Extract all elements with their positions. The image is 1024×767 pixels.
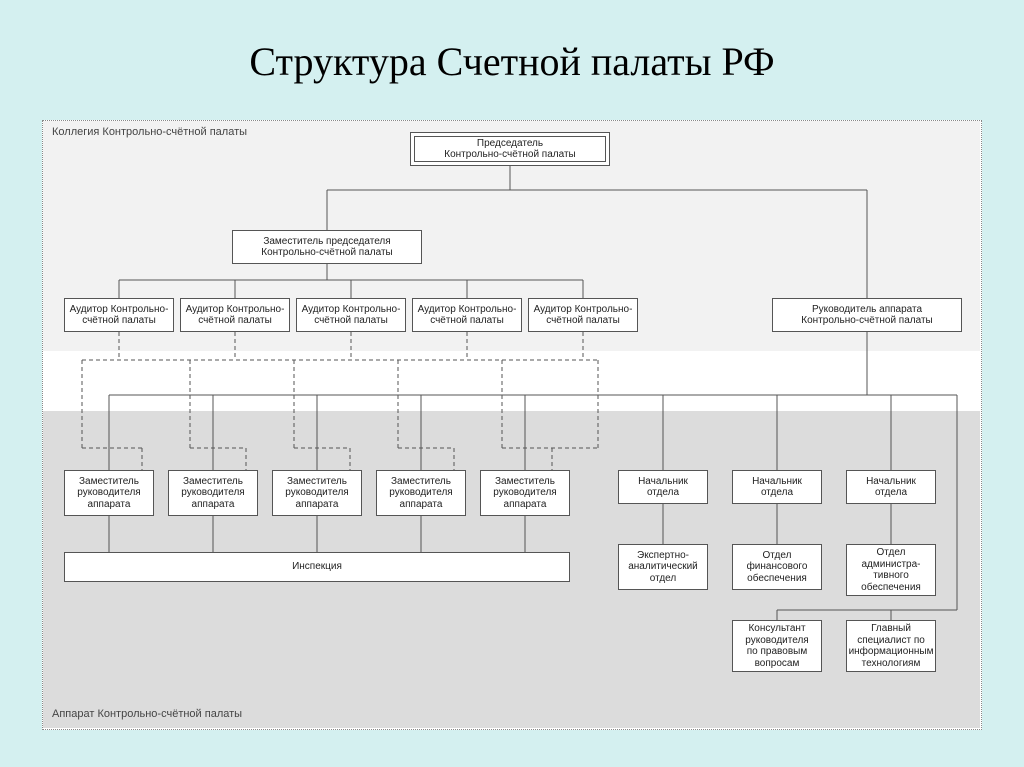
box-label: Аудитор Контрольно- счётной палаты [70, 304, 169, 327]
box-finance: Отдел финансового обеспечения [732, 544, 822, 590]
box-auditor5: Аудитор Контрольно- счётной палаты [528, 298, 638, 332]
box-it_spec: Главный специалист по информационным тех… [846, 620, 936, 672]
box-label: Аудитор Контрольно- счётной палаты [418, 304, 517, 327]
box-label: Главный специалист по информационным тех… [849, 623, 934, 669]
slide-title: Структура Счетной палаты РФ [0, 38, 1024, 85]
upper-band-label: Коллегия Контрольно-счётной палаты [52, 126, 247, 138]
lower-band-label: Аппарат Контрольно-счётной палаты [52, 708, 242, 720]
box-app_head: Руководитель аппарата Контрольно-счётной… [772, 298, 962, 332]
box-auditor2: Аудитор Контрольно- счётной палаты [180, 298, 290, 332]
box-label: Отдел финансового обеспечения [747, 550, 808, 585]
box-consultant: Консультант руководителя по правовым воп… [732, 620, 822, 672]
box-label: Заместитель руководителя аппарата [77, 476, 140, 511]
box-inspection: Инспекция [64, 552, 570, 582]
box-label: Заместитель руководителя аппарата [493, 476, 556, 511]
box-deputy: Заместитель председателя Контрольно-счёт… [232, 230, 422, 264]
box-expert: Экспертно- аналитический отдел [618, 544, 708, 590]
box-label: Аудитор Контрольно- счётной палаты [186, 304, 285, 327]
box-label: Отдел администра- тивного обеспечения [861, 547, 921, 593]
box-label: Инспекция [292, 561, 342, 573]
box-head_dep3: Начальник отдела [846, 470, 936, 504]
box-dep_app1: Заместитель руководителя аппарата [64, 470, 154, 516]
box-label: Консультант руководителя по правовым воп… [745, 623, 808, 669]
box-auditor1: Аудитор Контрольно- счётной палаты [64, 298, 174, 332]
chart-border [42, 120, 982, 730]
box-chairman: Председатель Контрольно-счётной палаты [410, 132, 610, 166]
box-label: Экспертно- аналитический отдел [628, 550, 698, 585]
box-dep_app3: Заместитель руководителя аппарата [272, 470, 362, 516]
box-label: Аудитор Контрольно- счётной палаты [302, 304, 401, 327]
box-label: Заместитель председателя Контрольно-счёт… [261, 236, 392, 259]
box-label: Заместитель руководителя аппарата [285, 476, 348, 511]
box-label: Начальник отдела [866, 476, 916, 499]
box-label: Аудитор Контрольно- счётной палаты [534, 304, 633, 327]
box-dep_app4: Заместитель руководителя аппарата [376, 470, 466, 516]
box-label: Начальник отдела [638, 476, 688, 499]
box-label: Начальник отдела [752, 476, 802, 499]
box-label: Заместитель руководителя аппарата [181, 476, 244, 511]
org-chart: Коллегия Контрольно-счётной палаты Аппар… [42, 120, 982, 730]
box-admin: Отдел администра- тивного обеспечения [846, 544, 936, 596]
box-dep_app2: Заместитель руководителя аппарата [168, 470, 258, 516]
box-auditor3: Аудитор Контрольно- счётной палаты [296, 298, 406, 332]
box-head_dep2: Начальник отдела [732, 470, 822, 504]
slide: Структура Счетной палаты РФ Коллегия Кон… [0, 0, 1024, 767]
box-head_dep1: Начальник отдела [618, 470, 708, 504]
box-dep_app5: Заместитель руководителя аппарата [480, 470, 570, 516]
box-label: Заместитель руководителя аппарата [389, 476, 452, 511]
box-auditor4: Аудитор Контрольно- счётной палаты [412, 298, 522, 332]
box-label: Руководитель аппарата Контрольно-счётной… [801, 304, 932, 327]
box-label: Председатель Контрольно-счётной палаты [444, 138, 575, 161]
